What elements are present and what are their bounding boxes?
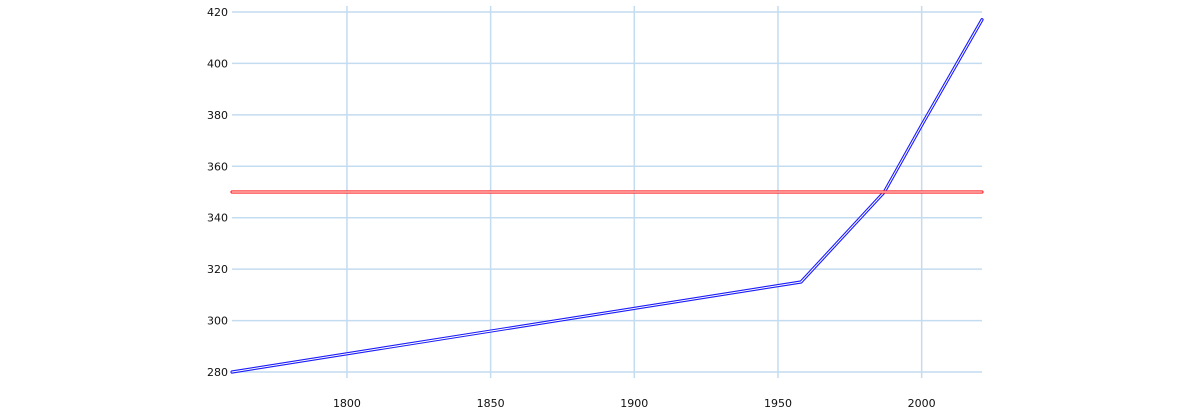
tick-labels: 280 300 320 340 360 380 400 420 1800 1850 1900 1950… bbox=[207, 6, 936, 410]
y-tick-label: 320 bbox=[207, 263, 228, 276]
y-tick-label: 360 bbox=[207, 160, 228, 173]
y-tick-label: 380 bbox=[207, 109, 228, 122]
series-line bbox=[230, 18, 984, 374]
x-tick-label: 1900 bbox=[620, 397, 648, 410]
x-tick-label: 2000 bbox=[908, 397, 936, 410]
y-tick-label: 420 bbox=[207, 6, 228, 19]
y-tick-label: 280 bbox=[207, 366, 228, 379]
series-line-core bbox=[231, 19, 983, 373]
x-tick-label: 1950 bbox=[764, 397, 792, 410]
y-tick-label: 400 bbox=[207, 57, 228, 70]
y-tick-label: 340 bbox=[207, 212, 228, 225]
x-tick-label: 1850 bbox=[477, 397, 505, 410]
series-group bbox=[230, 18, 984, 374]
x-tick-label: 1800 bbox=[333, 397, 361, 410]
y-tick-label: 300 bbox=[207, 315, 228, 328]
